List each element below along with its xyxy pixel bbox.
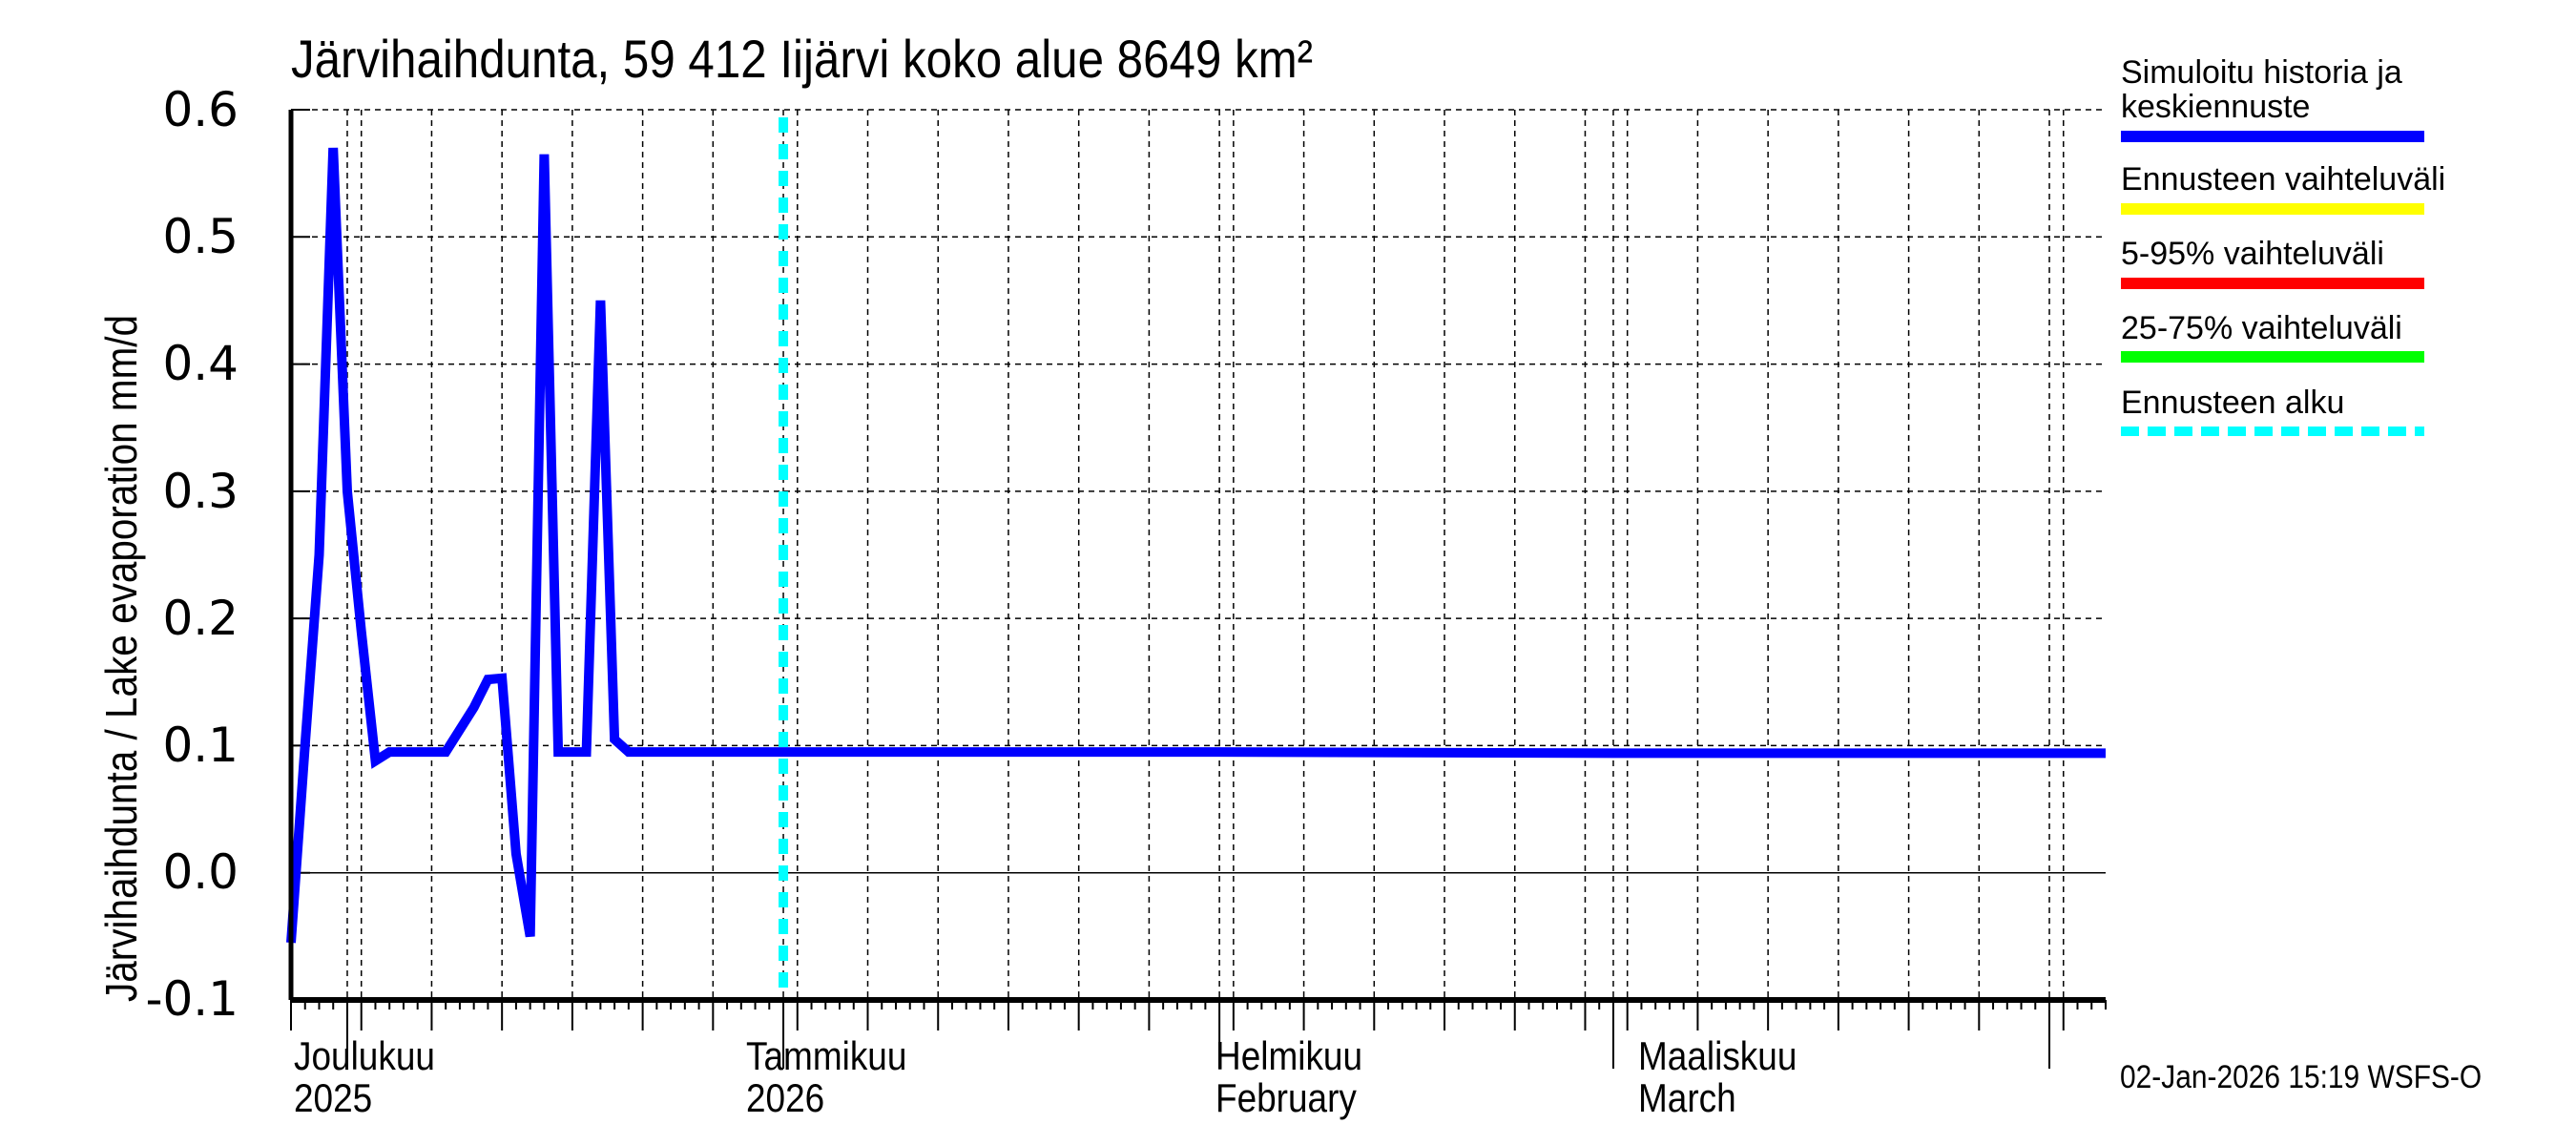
legend-label-simulated: Simuloitu historia ja keskiennuste xyxy=(2121,54,2402,125)
x-label-february: Helmikuu February xyxy=(1215,1033,1363,1120)
y-tick: 0.2 xyxy=(162,591,239,646)
legend-swatch-simulated xyxy=(2121,131,2424,142)
x-label-december: Joulukuu 2025 xyxy=(294,1033,435,1120)
y-tick: 0.5 xyxy=(162,209,239,264)
x-label-march: Maaliskuu March xyxy=(1638,1033,1797,1120)
y-tick: -0.1 xyxy=(145,971,239,1027)
legend-label-5-95: 5-95% vaihteluväli xyxy=(2121,236,2384,272)
legend-swatch-forecast-start xyxy=(2121,427,2424,436)
legend-swatch-25-75 xyxy=(2121,351,2424,363)
timestamp-footer: 02-Jan-2026 15:19 WSFS-O xyxy=(2120,1059,2483,1095)
y-tick: 0.0 xyxy=(162,844,239,900)
legend-label-forecast-start: Ennusteen alku xyxy=(2121,385,2345,421)
legend-swatch-forecast-range xyxy=(2121,203,2424,215)
series-line xyxy=(286,147,2106,944)
legend-label-25-75: 25-75% vaihteluväli xyxy=(2121,310,2402,346)
legend-label-forecast-range: Ennusteen vaihteluväli xyxy=(2121,161,2446,198)
chart-title: Järvihaihdunta, 59 412 Iijärvi koko alue… xyxy=(291,29,1314,89)
legend-swatch-5-95 xyxy=(2121,278,2424,289)
y-tick: 0.4 xyxy=(162,336,239,391)
x-label-january: Tammikuu 2026 xyxy=(746,1033,907,1120)
y-tick: 0.6 xyxy=(162,82,239,137)
y-tick: 0.3 xyxy=(162,464,239,519)
y-tick: 0.1 xyxy=(162,718,239,773)
